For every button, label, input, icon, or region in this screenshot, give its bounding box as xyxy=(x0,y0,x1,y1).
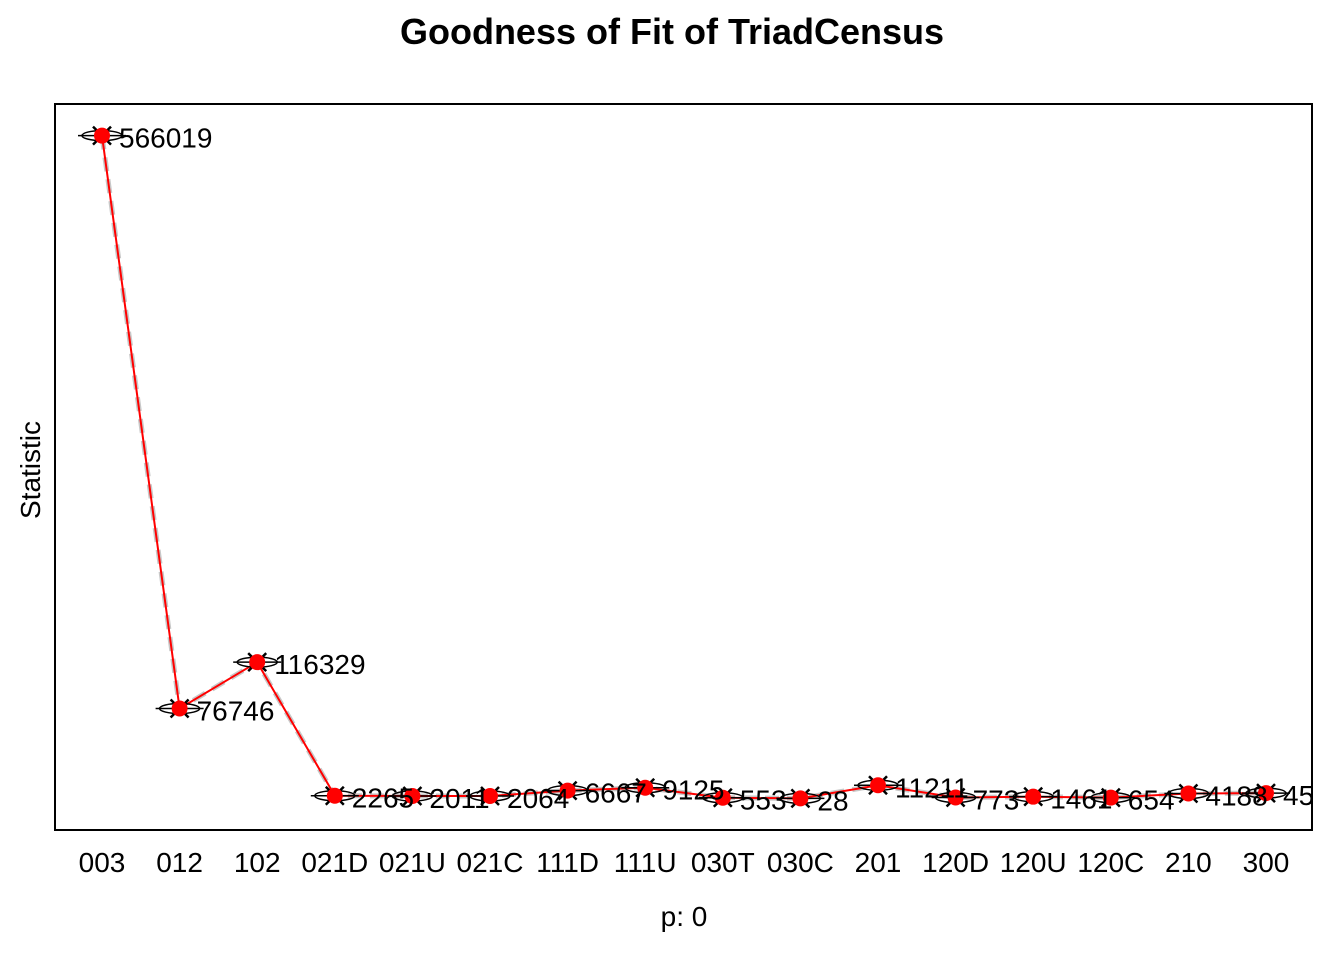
data-point-111U xyxy=(621,777,670,798)
data-label-120C: 654 xyxy=(1128,785,1175,816)
data-label-021D: 2265 xyxy=(352,783,414,814)
observed-point xyxy=(1102,789,1119,806)
observed-point xyxy=(792,790,809,807)
x-axis-label: p: 0 xyxy=(661,901,708,932)
chart-title: Goodness of Fit of TriadCensus xyxy=(400,11,944,52)
observed-point xyxy=(171,700,188,717)
observed-point xyxy=(637,779,654,796)
data-point-102 xyxy=(233,652,282,673)
data-point-030T xyxy=(698,787,747,808)
data-point-021C xyxy=(466,786,514,806)
data-label-003: 566019 xyxy=(119,123,212,154)
data-label-021C: 2064 xyxy=(507,783,569,814)
data-point-120D xyxy=(931,787,980,808)
data-label-111U: 9125 xyxy=(662,775,724,806)
observed-point xyxy=(1025,788,1042,805)
x-tick-111U: 111U xyxy=(614,847,677,878)
x-tick-labels: 003 012 102 021D 021U 021C 111D 111U 030T 030C 201… xyxy=(79,847,1290,878)
data-label-210: 4188 xyxy=(1205,780,1267,811)
observed-line xyxy=(101,135,1267,800)
data-point-201 xyxy=(854,775,902,796)
observed-point xyxy=(404,788,421,805)
observed-point xyxy=(1258,785,1274,802)
data-label-201: 11211 xyxy=(895,772,969,803)
data-label-030T: 553 xyxy=(740,785,787,816)
data-label-021U: 2011 xyxy=(429,783,489,814)
data-point-300 xyxy=(1242,783,1290,803)
x-tick-030T: 030T xyxy=(691,847,755,878)
x-tick-111D: 111D xyxy=(536,847,599,878)
data-point-012 xyxy=(155,698,204,719)
y-axis-label: Statistic xyxy=(15,421,46,519)
data-point-210 xyxy=(1164,783,1213,804)
observed-point xyxy=(714,789,731,806)
data-label-012: 76746 xyxy=(197,696,275,727)
x-tick-120D: 120D xyxy=(922,847,989,878)
data-point-111D xyxy=(543,780,592,801)
data-label-300: 45 xyxy=(1283,780,1314,811)
simulated-mean-line xyxy=(99,135,1267,801)
observed-point xyxy=(482,787,498,804)
x-tick-300: 300 xyxy=(1243,847,1290,878)
data-label-120U: 1461 xyxy=(1050,784,1112,815)
observed-point xyxy=(559,782,576,799)
observed-point xyxy=(249,654,266,671)
data-point-021D xyxy=(310,785,359,806)
x-tick-021D: 021D xyxy=(301,847,368,878)
x-tick-012: 012 xyxy=(156,847,203,878)
data-label-120D: 773 xyxy=(973,784,1020,815)
x-tick-021U: 021U xyxy=(379,847,446,878)
observed-point xyxy=(1180,785,1197,802)
data-point-003 xyxy=(78,125,126,146)
plot-layer: 566019 76746 116329 2265 2011 2064 6667 9125 553… xyxy=(78,123,1314,816)
data-label-111D: 6667 xyxy=(585,778,647,809)
observed-point xyxy=(94,127,110,144)
plot-frame xyxy=(54,103,1313,831)
x-tick-003: 003 xyxy=(79,847,126,878)
data-point-021U xyxy=(388,786,437,806)
x-tick-120C: 120C xyxy=(1077,847,1144,878)
data-label-030C: 28 xyxy=(817,785,848,816)
x-tick-120U: 120U xyxy=(1000,847,1067,878)
x-tick-201: 201 xyxy=(855,847,902,878)
x-tick-210: 210 xyxy=(1165,847,1212,878)
observed-point xyxy=(947,789,964,806)
observed-point xyxy=(326,787,343,804)
x-tick-021C: 021C xyxy=(457,847,524,878)
observed-point xyxy=(870,777,886,794)
data-label-102: 116329 xyxy=(274,649,365,680)
x-tick-030C: 030C xyxy=(767,847,834,878)
data-point-030C xyxy=(776,788,825,809)
data-point-120U xyxy=(1009,786,1058,807)
data-point-120C xyxy=(1086,787,1135,808)
x-tick-102: 102 xyxy=(234,847,281,878)
